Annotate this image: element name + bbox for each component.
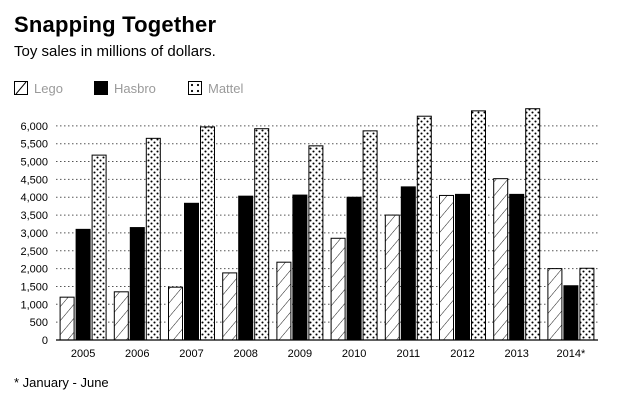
bar-mattel-2010	[362, 130, 378, 341]
bar-hasbro-2014	[563, 285, 579, 341]
y-tick-label: 500	[30, 317, 48, 329]
legend-swatch-mattel	[188, 81, 202, 95]
bar-mattel-2012	[471, 110, 486, 341]
legend-swatch-lego	[14, 81, 28, 95]
bar-lego-2009	[276, 261, 292, 341]
footnote: * January - June	[14, 375, 109, 390]
y-tick-label: 1,500	[20, 281, 48, 293]
y-tick-label: 2,000	[20, 264, 48, 276]
y-tick-label: 2,500	[20, 246, 48, 258]
bar-mattel-2013	[525, 108, 541, 341]
bar-mattel-2006	[145, 137, 161, 341]
bar-lego-2012	[439, 194, 454, 341]
bar-mattel-2011	[416, 115, 432, 341]
bars	[59, 108, 595, 341]
bar-mattel-2008	[254, 128, 270, 341]
bar-lego-2008	[222, 272, 238, 341]
x-tick-label: 2012	[450, 348, 474, 360]
x-tick-label: 2013	[504, 348, 528, 360]
bar-mattel-2009	[308, 145, 324, 341]
bar-mattel-2014	[579, 267, 595, 341]
y-tick-label: 3,000	[20, 228, 48, 240]
x-tick-label: 2006	[125, 348, 149, 360]
bar-hasbro-2013	[509, 193, 525, 341]
bar-mattel-2005	[91, 154, 107, 341]
bar-hasbro-2011	[400, 186, 416, 341]
bar-hasbro-2009	[292, 194, 308, 341]
bar-hasbro-2010	[346, 196, 362, 341]
bar-lego-2013	[493, 178, 509, 341]
bar-lego-2011	[384, 214, 400, 341]
legend-label-mattel: Mattel	[208, 81, 244, 96]
x-tick-label: 2014*	[557, 348, 586, 360]
y-tick-label: 4,000	[20, 192, 48, 204]
y-axis-ticks: 0 500 1,000 1,500 2,000 2,500 3,000 3,500 4,000 4…	[20, 121, 48, 347]
x-tick-label: 2009	[288, 348, 312, 360]
bar-lego-2007	[168, 286, 183, 341]
x-axis-ticks: 2005 2006 2007 2008 2009 2010 2011 2012 2013 2014…	[56, 339, 598, 360]
x-tick-label: 2011	[396, 348, 420, 360]
bar-hasbro-2012	[455, 193, 470, 341]
x-tick-label: 2005	[71, 348, 95, 360]
y-tick-label: 1,000	[20, 299, 48, 311]
bar-lego-2005	[59, 296, 75, 341]
legend-swatch-hasbro	[94, 81, 108, 95]
chart-subtitle: Toy sales in millions of dollars.	[14, 43, 216, 60]
bar-hasbro-2005	[75, 228, 91, 341]
bar-lego-2014	[547, 268, 563, 341]
y-tick-label: 6,000	[20, 121, 48, 133]
y-tick-label: 0	[42, 335, 48, 347]
bar-lego-2006	[113, 291, 129, 341]
bar-mattel-2007	[200, 126, 215, 341]
y-tick-label: 5,000	[20, 157, 48, 169]
y-tick-label: 4,500	[20, 174, 48, 186]
x-tick-label: 2010	[342, 348, 366, 360]
chart-title: Snapping Together	[14, 12, 217, 37]
bar-hasbro-2007	[184, 202, 199, 341]
bar-hasbro-2006	[129, 227, 145, 341]
x-tick-label: 2008	[233, 348, 257, 360]
x-tick-label: 2007	[179, 348, 203, 360]
legend-label-lego: Lego	[34, 81, 63, 96]
legend-label-hasbro: Hasbro	[114, 81, 156, 96]
y-tick-label: 3,500	[20, 210, 48, 222]
bar-lego-2010	[330, 237, 346, 341]
y-tick-label: 5,500	[20, 139, 48, 151]
bar-hasbro-2008	[238, 195, 254, 341]
legend: Lego Hasbro Mattel	[14, 80, 614, 98]
